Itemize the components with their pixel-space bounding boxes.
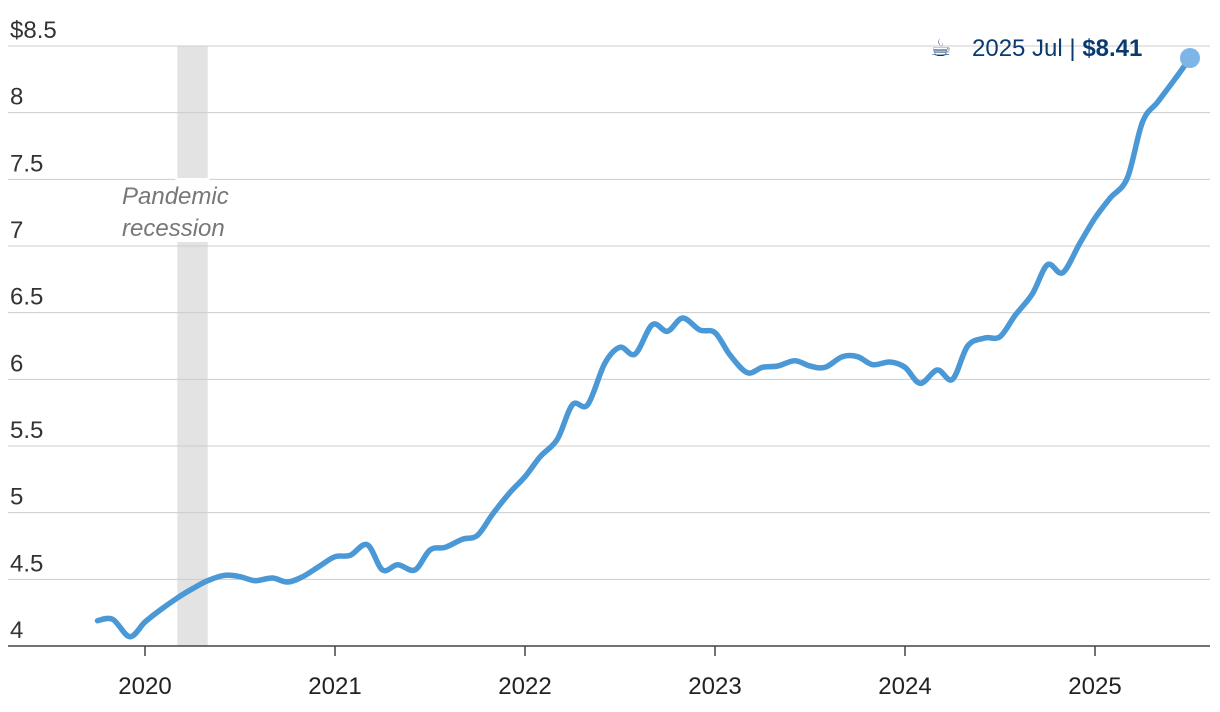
y-tick-label: 8 bbox=[10, 84, 23, 111]
series-line bbox=[94, 55, 1193, 640]
y-tick-label: 4.5 bbox=[10, 550, 43, 577]
x-tick-label: 2022 bbox=[498, 673, 551, 700]
y-tick-label: 7 bbox=[10, 217, 23, 244]
x-tick-label: 2025 bbox=[1068, 673, 1121, 700]
x-tick-label: 2023 bbox=[688, 673, 741, 700]
y-tick-label: 5.5 bbox=[10, 417, 43, 444]
recession-label: recession bbox=[122, 215, 225, 242]
y-tick-label: 4 bbox=[10, 617, 23, 644]
callout-value: $8.41 bbox=[1082, 35, 1142, 62]
recession-band bbox=[177, 46, 208, 646]
recession-annotation: Pandemic recession bbox=[122, 178, 229, 242]
y-tick-label: 6 bbox=[10, 350, 23, 377]
x-tick-label: 2020 bbox=[118, 673, 171, 700]
y-tick-label: 7.5 bbox=[10, 150, 43, 177]
x-tick-label: 2024 bbox=[878, 673, 931, 700]
x-axis-ticks: 2020 2021 2022 2023 2024 2025 bbox=[118, 646, 1122, 700]
y-tick-label: $8.5 bbox=[10, 17, 57, 44]
latest-point-marker bbox=[1180, 48, 1200, 68]
coffee-icon: ☕ bbox=[930, 35, 952, 62]
callout-label: 2025 Jul | $8.41 bbox=[972, 35, 1142, 62]
y-axis-ticks: $8.5 8 7.5 7 6.5 6 5.5 5 4.5 4 bbox=[10, 17, 57, 644]
x-tick-label: 2021 bbox=[308, 673, 361, 700]
y-tick-label: 6.5 bbox=[10, 284, 43, 311]
y-tick-label: 5 bbox=[10, 484, 23, 511]
latest-value-callout: ☕ 2025 Jul | $8.41 bbox=[930, 35, 1200, 68]
recession-band-group bbox=[177, 46, 208, 646]
annotation-mask bbox=[175, 178, 210, 242]
recession-label: Pandemic bbox=[122, 183, 229, 210]
series-group bbox=[94, 55, 1193, 640]
